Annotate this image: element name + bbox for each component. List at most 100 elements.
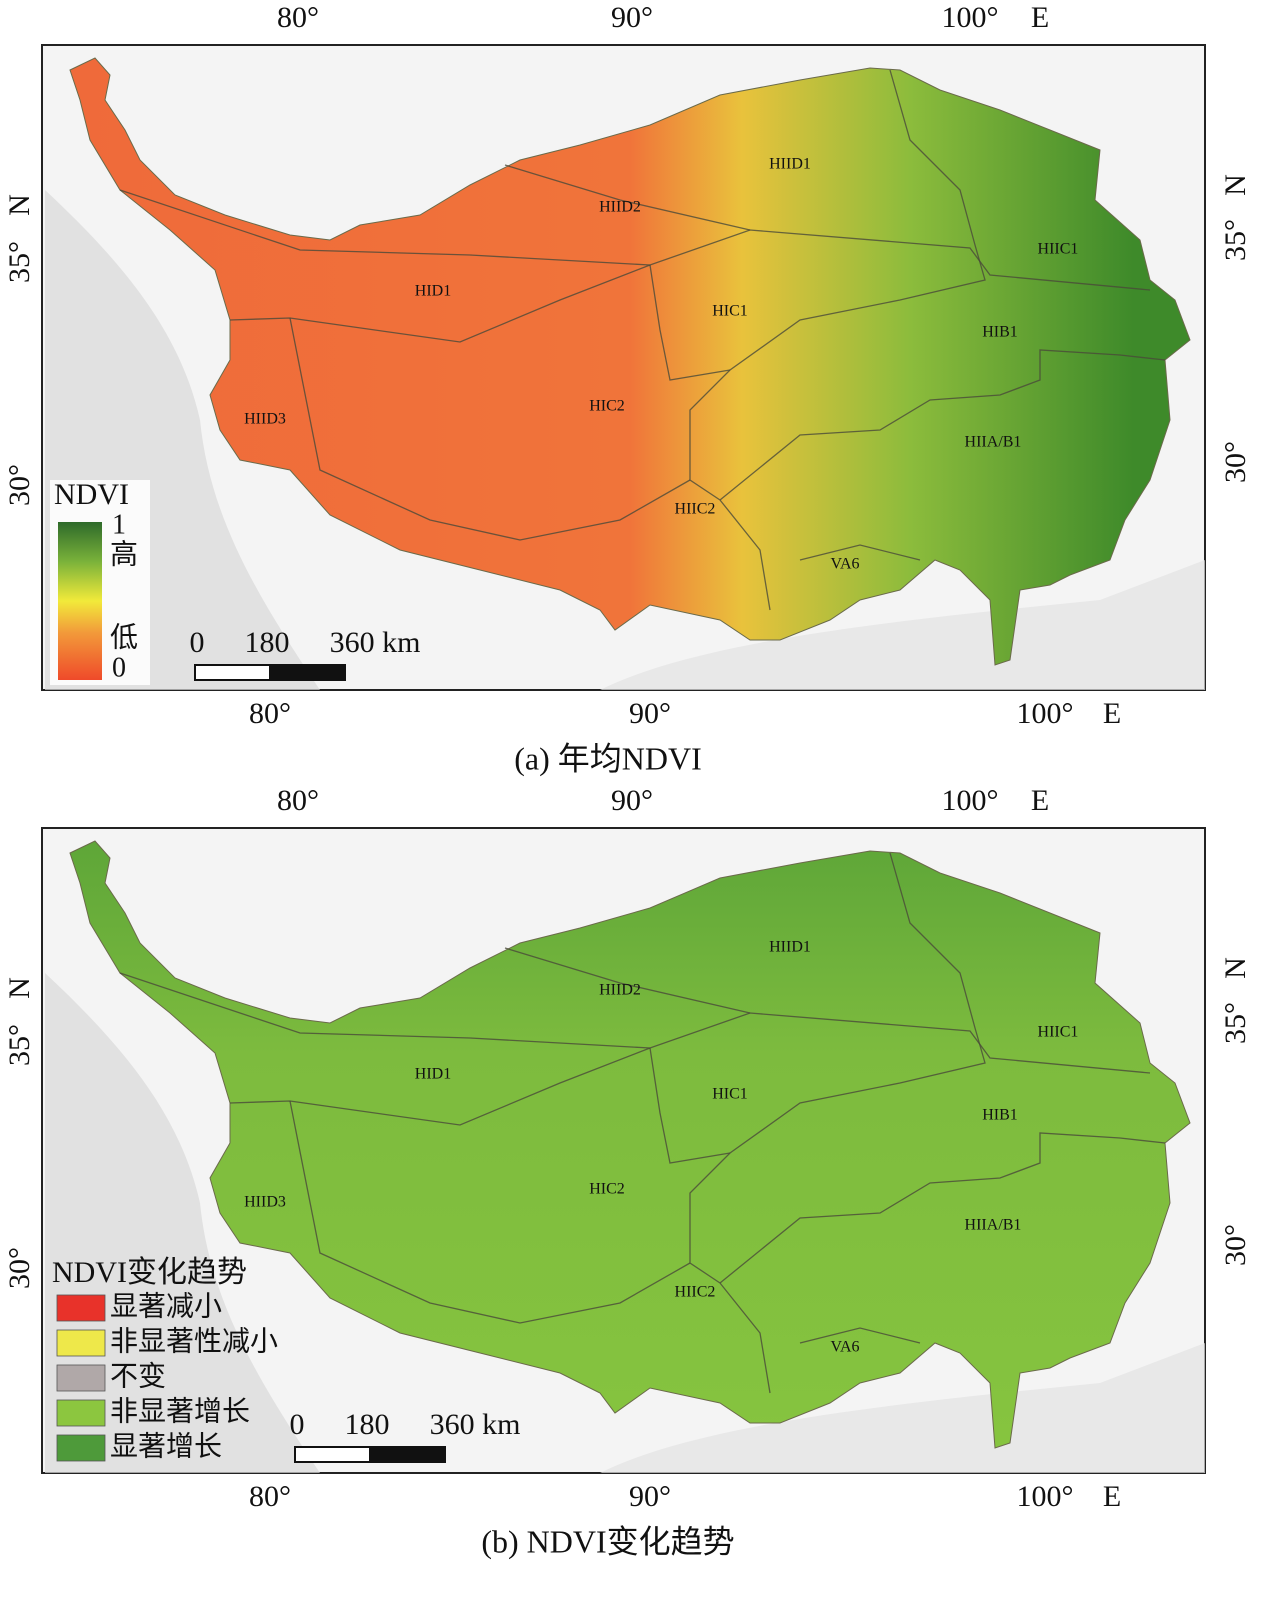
legend-label: 不变 [110,1360,166,1392]
latitude-label: 35° [1219,1002,1252,1044]
region-boundary [119,189,1151,291]
region-label: HID1 [415,1066,451,1083]
region-label: HIIA/B1 [965,434,1022,451]
longitude-label: 100° [942,1,999,34]
caption: (b) NDVI变化趋势 [481,1523,734,1559]
region-boundary [799,544,921,561]
legend-label: 0 [112,652,126,683]
region-boundary [229,264,651,343]
region-label: HIC1 [712,303,748,320]
plateau [69,840,1191,1449]
region-label: HIIA/B1 [965,1217,1022,1234]
legend-label: 显著增长 [110,1430,222,1462]
scale-label: 360 km [330,626,421,659]
region-label: HIB1 [982,1107,1018,1124]
scale-label: 360 km [430,1408,521,1441]
region-label: HIC2 [589,1181,625,1198]
latitude-label: 35° [3,241,36,283]
region-boundary [689,69,986,501]
longitude-label: 90° [611,1,653,34]
region-label: VA6 [830,556,859,573]
longitude-label: 80° [249,697,291,730]
longitude-label: 100° [1017,1480,1074,1513]
latitude-label: N [1219,957,1252,979]
longitude-label: 90° [611,784,653,817]
region-boundary [799,1327,921,1344]
legend-label: 高 [110,538,138,570]
region-boundary [504,947,751,1014]
map-panel: HIID1 HIID2 HIIC1 HID1 HIC1 HIB1 HIID3 HIC2 HIIA… [3,1,1252,776]
terrain-shade [45,973,320,1473]
scale-label: 180 [245,626,290,659]
longitude-label: 100° [1017,697,1074,730]
legend-label: 低 [110,621,138,653]
legend-title: NDVI变化趋势 [52,1256,247,1289]
region-label: HIC1 [712,1086,748,1103]
longitude-label: 80° [277,1,319,34]
latitude-label: N [3,194,36,216]
legend-swatch [56,1364,106,1392]
plateau [69,57,1191,666]
longitude-label: 80° [249,1480,291,1513]
region-boundary [719,1132,1166,1284]
legend-label: 显著减小 [110,1290,222,1322]
map-panel: HIID1 HIID2 HIIC1 HID1 HIC1 HIB1 HIID3 HIC2 HIIA… [3,784,1252,1559]
latitude-label: 30° [1219,1224,1252,1266]
longitude-label: E [1103,1480,1121,1513]
scale-bar [369,1446,446,1463]
longitude-label: 100° [942,784,999,817]
region-label: HID1 [415,283,451,300]
region-label: HIIC1 [1038,241,1079,258]
region-label: HIIC1 [1038,1024,1079,1041]
region-label: HIID2 [599,199,641,216]
scale-bar [194,664,271,681]
latitude-label: 35° [3,1024,36,1066]
region-label: HIB1 [982,324,1018,341]
region-label: HIID1 [769,939,811,956]
longitude-label: E [1031,784,1049,817]
scale-label: 0 [190,626,205,659]
legend-swatch [56,1434,106,1462]
region-boundary [719,1282,771,1394]
region-boundary [719,349,1166,501]
scale-label: 0 [290,1408,305,1441]
region-label: VA6 [830,1339,859,1356]
region-boundary [119,972,1151,1074]
region-boundary [229,1047,651,1126]
terrain-shade [600,560,1205,690]
terrain-shade [600,1343,1205,1473]
region-label: HIID2 [599,982,641,999]
region-boundary [504,164,751,231]
latitude-label: 35° [1219,219,1252,261]
region-boundary [719,499,771,611]
legend-label: 1 [112,509,126,540]
caption: (a) 年均NDVI [514,740,702,776]
region-boundary [649,1047,731,1164]
latitude-label: N [3,977,36,999]
legend-title: NDVI [54,478,129,511]
region-boundary [649,264,731,381]
longitude-label: 80° [277,784,319,817]
latitude-label: N [1219,174,1252,196]
region-label: HIID1 [769,156,811,173]
region-label: HIC2 [589,398,625,415]
region-boundary [689,852,986,1284]
region-boundary [289,1100,691,1324]
longitude-label: 90° [629,1480,671,1513]
scale-label: 180 [345,1408,390,1441]
longitude-label: 90° [629,697,671,730]
legend-swatch [56,1294,106,1322]
latitude-label: 30° [3,464,36,506]
legend-label: 非显著增长 [110,1395,250,1427]
legend-label: 非显著性减小 [110,1325,278,1357]
latitude-label: 30° [3,1247,36,1289]
scale-bar [294,1446,371,1463]
region-boundary [289,317,691,541]
longitude-label: E [1031,1,1049,34]
region-label: HIID3 [244,1194,286,1211]
latitude-label: 30° [1219,441,1252,483]
longitude-label: E [1103,697,1121,730]
legend-swatch [56,1329,106,1357]
scale-bar [269,664,346,681]
